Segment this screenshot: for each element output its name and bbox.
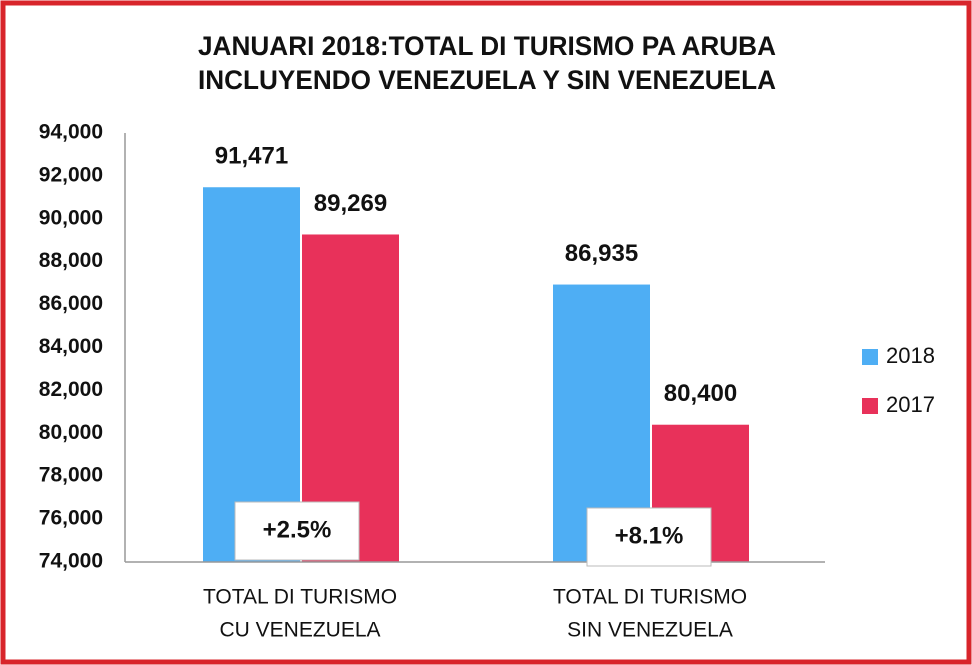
y-tick-label: 86,000: [39, 292, 103, 315]
legend-swatch: [862, 398, 878, 414]
value-label: 80,400: [664, 380, 737, 407]
x-tick-label: TOTAL DI TURISMO: [203, 586, 397, 609]
annotation-box: [586, 507, 712, 567]
y-tick-label: 88,000: [39, 249, 103, 272]
legend-label: 2018: [886, 343, 935, 368]
annotation: +2.5%: [263, 516, 332, 543]
y-tick-label: 74,000: [39, 550, 103, 573]
legend-label: 2017: [886, 392, 935, 417]
legend-swatch: [862, 349, 878, 365]
value-label: 89,269: [314, 190, 387, 217]
y-tick-label: 94,000: [39, 121, 103, 144]
value-label: 91,471: [215, 143, 288, 170]
value-label: 86,935: [565, 240, 638, 267]
y-tick-label: 84,000: [39, 335, 103, 358]
y-tick-label: 92,000: [39, 163, 103, 186]
chart-title: INCLUYENDO VENEZUELA Y SIN VENEZUELA: [198, 65, 776, 95]
bar: [203, 187, 300, 562]
x-tick-label: TOTAL DI TURISMO: [553, 586, 747, 609]
y-tick-label: 78,000: [39, 464, 103, 487]
x-tick-label: SIN VENEZUELA: [567, 619, 733, 642]
chart-title: JANUARI 2018:TOTAL DI TURISMO PA ARUBA: [198, 31, 776, 61]
x-tick-label: CU VENEZUELA: [219, 619, 380, 642]
annotation-box: [234, 501, 360, 561]
y-tick-label: 80,000: [39, 421, 103, 444]
annotation: +8.1%: [615, 522, 684, 549]
y-tick-label: 76,000: [39, 507, 103, 530]
y-tick-label: 90,000: [39, 206, 103, 229]
y-tick-label: 82,000: [39, 378, 103, 401]
